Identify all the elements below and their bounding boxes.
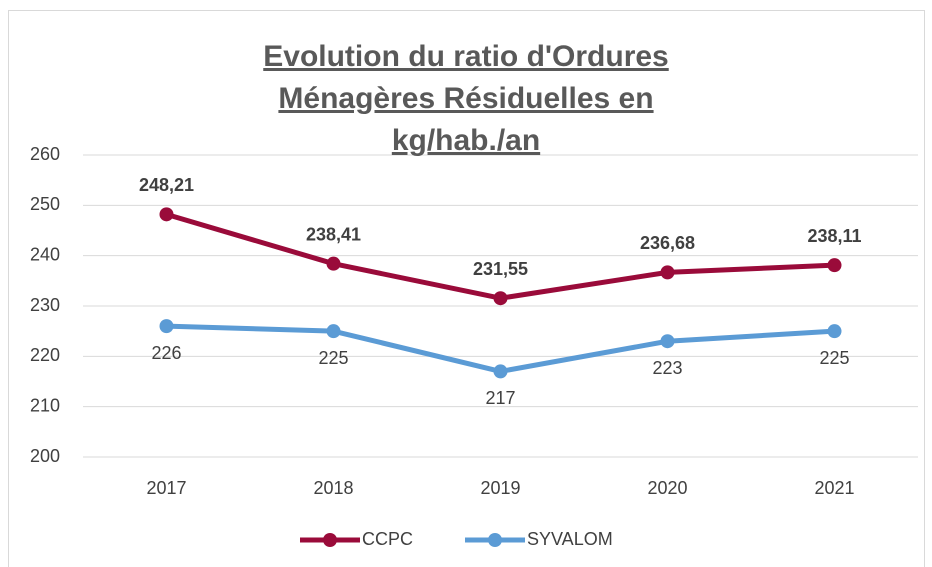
data-label: 231,55: [473, 259, 528, 279]
y-tick-label: 250: [30, 194, 60, 214]
data-label: 236,68: [640, 233, 695, 253]
data-label: 238,41: [306, 224, 361, 244]
data-point: [493, 291, 508, 306]
data-label: 217: [485, 388, 515, 408]
data-point: [326, 256, 341, 271]
x-tick-label: 2017: [146, 478, 186, 498]
x-tick-label: 2018: [313, 478, 353, 498]
chart-title: Evolution du ratio d'Ordures Ménagères R…: [263, 40, 669, 157]
data-point: [660, 334, 675, 349]
x-tick-label: 2021: [814, 478, 854, 498]
data-point: [827, 258, 842, 273]
y-tick-label: 240: [30, 244, 60, 264]
data-label: 238,11: [807, 226, 861, 246]
legend-marker: [488, 533, 502, 547]
y-tick-label: 200: [30, 446, 60, 466]
legend-marker: [323, 533, 337, 547]
data-label: 226: [151, 343, 181, 363]
chart-border: [8, 10, 925, 567]
data-label: 225: [318, 348, 348, 368]
data-label: 225: [819, 348, 849, 368]
y-tick-label: 230: [30, 295, 60, 315]
y-tick-label: 260: [30, 144, 60, 164]
data-label: 223: [652, 358, 682, 378]
data-point: [493, 364, 508, 379]
legend-label: CCPC: [362, 529, 413, 549]
data-point: [827, 324, 842, 339]
x-tick-label: 2019: [480, 478, 520, 498]
series-line: [165, 211, 835, 301]
legend-label: SYVALOM: [527, 529, 613, 549]
data-point: [159, 207, 174, 222]
x-tick-label: 2020: [647, 478, 687, 498]
data-label: 248,21: [139, 175, 194, 195]
y-tick-label: 210: [30, 395, 60, 415]
y-tick-label: 220: [30, 345, 60, 365]
data-point: [326, 324, 341, 339]
data-point: [159, 319, 174, 334]
data-point: [660, 265, 675, 280]
